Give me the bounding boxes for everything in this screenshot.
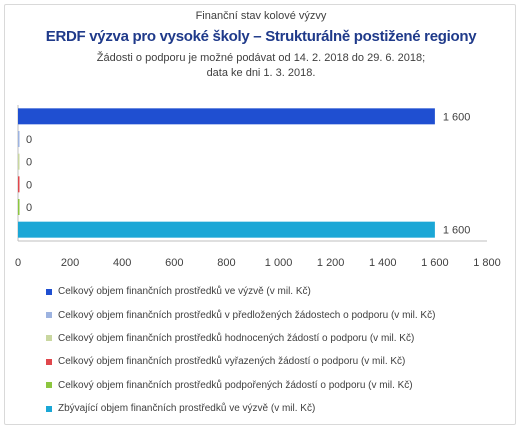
legend-label: Zbývající objem finančních prostředků ve… <box>58 403 316 415</box>
legend-label: Celkový objem finančních prostředků vyřa… <box>58 356 406 368</box>
legend-item: Zbývající objem finančních prostředků ve… <box>46 397 435 420</box>
x-tick-label: 1 800 <box>473 257 501 269</box>
bar-value-label: 0 <box>26 202 32 214</box>
bar <box>18 199 20 215</box>
x-tick-label: 1 000 <box>265 257 293 269</box>
legend-swatch <box>46 288 52 295</box>
legend-label: Celkový objem finančních prostředků podp… <box>58 379 413 391</box>
legend-label: Celkový objem finančních prostředků ve v… <box>58 286 311 298</box>
bar <box>18 221 435 238</box>
chart-note-line2: data ke dni 1. 3. 2018. <box>206 67 316 79</box>
x-tick-label: 0 <box>15 257 21 269</box>
x-tick-label: 200 <box>61 257 79 269</box>
x-tick-label: 1 200 <box>317 257 345 269</box>
legend-swatch <box>46 335 52 342</box>
legend-swatch <box>46 358 52 365</box>
legend-swatch <box>46 312 52 319</box>
x-tick-label: 1 400 <box>369 257 397 269</box>
x-tick-label: 600 <box>165 257 183 269</box>
x-tick-label: 800 <box>217 257 235 269</box>
chart-legend: Celkový objem finančních prostředků ve v… <box>46 280 435 420</box>
bar <box>18 153 20 170</box>
legend-label: Celkový objem finančních prostředků v př… <box>58 309 436 321</box>
chart-title: ERDF výzva pro vysoké školy – Strukturál… <box>45 28 477 45</box>
bar-value-label: 0 <box>26 179 32 191</box>
legend-item: Celkový objem finančních prostředků vyřa… <box>46 350 435 373</box>
bar-value-label: 0 <box>26 134 32 146</box>
bar <box>18 131 20 147</box>
bar <box>18 108 435 125</box>
bar <box>18 176 20 193</box>
legend-swatch <box>46 405 52 412</box>
legend-item: Celkový objem finančních prostředků v př… <box>46 303 435 326</box>
legend-item: Celkový objem finančních prostředků ve v… <box>46 280 435 303</box>
chart-supertitle: Finanční stav kolové výzvy <box>195 10 327 22</box>
bar-value-label: 1 600 <box>443 225 471 237</box>
legend-item: Celkový objem finančních prostředků hodn… <box>46 327 435 350</box>
legend-item: Celkový objem finančních prostředků podp… <box>46 374 435 397</box>
legend-label: Celkový objem finančních prostředků hodn… <box>58 332 415 344</box>
x-tick-label: 400 <box>113 257 131 269</box>
x-tick-label: 1 600 <box>421 257 449 269</box>
bar-value-label: 0 <box>26 157 32 169</box>
bar-value-label: 1 600 <box>443 111 471 123</box>
chart-note-line1: Žádosti o podporu je možné podávat od 14… <box>96 52 426 64</box>
chart-frame <box>4 4 516 425</box>
legend-swatch <box>46 382 52 389</box>
